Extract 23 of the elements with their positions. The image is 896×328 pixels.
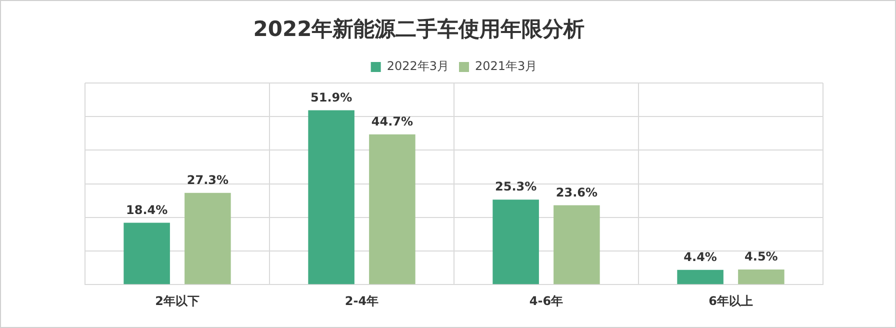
x-tick-label: 2年以下 — [155, 294, 200, 308]
bar — [677, 270, 724, 284]
data-label: 4.4% — [684, 250, 717, 264]
data-label: 23.6% — [556, 185, 598, 200]
x-tick-label: 4-6年 — [529, 294, 564, 308]
bar — [308, 110, 354, 284]
data-label: 25.3% — [494, 180, 537, 194]
legend-label: 2021年3月 — [475, 59, 538, 74]
bar — [554, 205, 600, 284]
bar — [124, 222, 170, 284]
data-label: 4.5% — [744, 250, 778, 264]
data-label: 18.4% — [126, 202, 168, 217]
data-label: 27.3% — [186, 172, 229, 187]
data-label: 51.9% — [310, 90, 352, 104]
chart-title: 2022年新能源二手车使用年限分析 — [252, 16, 586, 43]
x-tick-label: 2-4年 — [344, 294, 379, 308]
bar — [492, 200, 539, 284]
x-tick-label: 6年以上 — [708, 294, 753, 308]
bar — [184, 192, 231, 284]
legend-label: 2022年3月 — [386, 59, 450, 74]
bar — [369, 134, 416, 284]
bar — [738, 269, 784, 284]
data-label: 44.7% — [371, 114, 414, 129]
